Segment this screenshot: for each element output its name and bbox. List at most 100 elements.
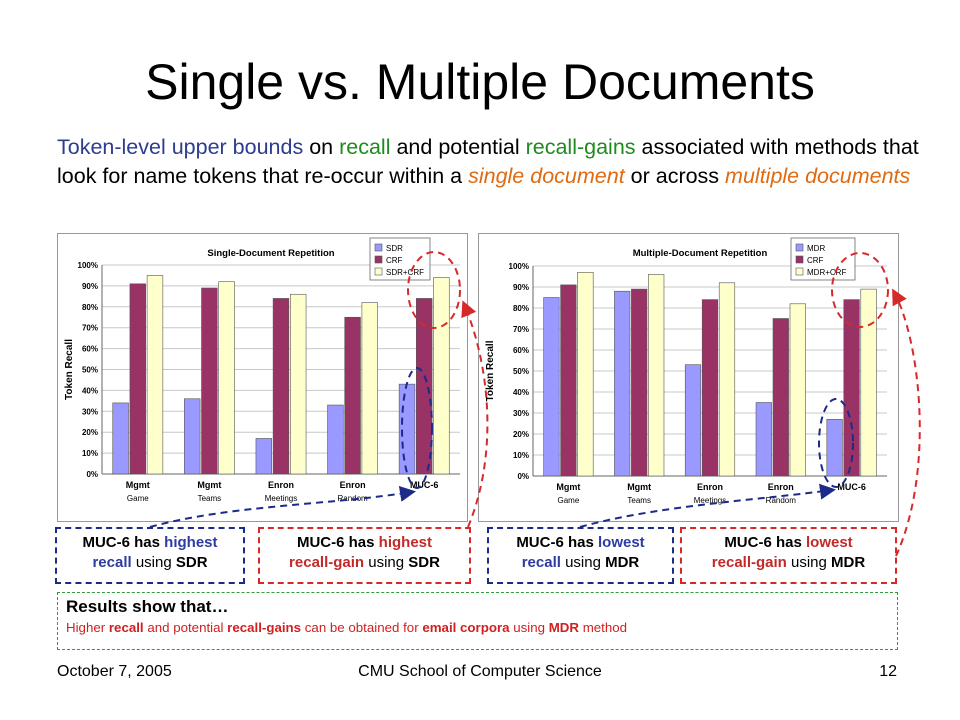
x-tick-label: Mgmt: [197, 480, 221, 490]
results-body-part: recall-gains: [227, 620, 302, 635]
arrow-mdr-crf: [892, 288, 921, 557]
x-tick-label: Enron: [768, 482, 794, 492]
y-tick-label: 60%: [82, 345, 98, 354]
callout-text: MDR: [605, 554, 640, 571]
results-body-part: can be obtained for: [301, 620, 423, 635]
bar-sdr-crf: [146, 275, 164, 475]
bar-crf: [701, 299, 719, 477]
arrow-mdr: [579, 483, 836, 528]
bar-sdr-crf: [433, 277, 450, 475]
results-body-part: method: [579, 620, 628, 635]
bar-crf: [772, 318, 789, 477]
legend-label: SDR: [386, 244, 403, 253]
legend-swatch: [374, 243, 383, 252]
bar-sdr: [327, 404, 344, 475]
callout-4: MUC-6 has lowest recall-gain using MDR: [680, 527, 897, 584]
x-tick-label-sub: Meetings: [694, 496, 726, 505]
callout-text: MUC-6 has: [724, 534, 806, 551]
callout-text: using: [131, 554, 176, 571]
bar-sdr: [112, 402, 129, 475]
footer-page-number: 12: [879, 663, 897, 680]
footer-org: CMU School of Computer Science: [358, 663, 602, 680]
footer-date: October 7, 2005: [57, 663, 172, 680]
bar-mdr: [826, 419, 843, 477]
slide-subtitle: Token-level upper bounds on recall and p…: [57, 133, 937, 191]
arrow-sdr: [149, 485, 416, 528]
legend-label: SDR+CRF: [386, 268, 424, 277]
x-tick-label-sub: Game: [558, 496, 580, 505]
subtitle-part: single document: [468, 164, 625, 188]
highlight-ellipse-sdr-crf: [407, 251, 461, 329]
y-tick-label: 40%: [82, 386, 98, 395]
results-body-part: Higher: [66, 620, 109, 635]
y-tick-label: 100%: [78, 261, 98, 270]
x-tick-label: Enron: [340, 480, 366, 490]
legend-swatch: [795, 243, 804, 252]
subtitle-part: recall-gains: [525, 135, 636, 159]
callout-text: using: [560, 554, 606, 571]
bar-mdr: [543, 297, 560, 477]
results-body-part: and potential: [143, 620, 228, 635]
results-body-part: using: [509, 620, 549, 635]
y-tick-label: 70%: [513, 325, 529, 334]
results-body: Higher recall and potential recall-gains…: [66, 618, 889, 638]
subtitle-part: on: [303, 135, 340, 159]
bar-crf: [631, 288, 648, 477]
callout-text: lowest: [806, 534, 853, 551]
x-tick-label: Enron: [697, 482, 723, 492]
callout-text: SDR: [408, 554, 440, 571]
x-tick-label: MUC-6: [837, 482, 866, 492]
single-doc-chart-svg: Single-Document Repetition 0% 10% 20% 30% 40%…: [64, 237, 460, 503]
callout-text: using: [786, 554, 832, 571]
bar-crf: [344, 316, 361, 475]
legend-swatch: [374, 267, 383, 276]
callout-text: recall-gain: [711, 554, 787, 571]
bar-crf: [843, 299, 860, 477]
legend-swatch: [374, 255, 383, 264]
subtitle-part: and potential: [390, 135, 526, 159]
y-tick-label: 80%: [513, 304, 529, 313]
y-axis-label: Token Recall: [485, 340, 496, 401]
bar-crf: [129, 283, 146, 475]
y-tick-label: 40%: [513, 388, 529, 397]
results-body-part: email corpora: [422, 620, 510, 635]
legend-swatch: [795, 267, 804, 276]
callout-text: SDR: [175, 554, 208, 571]
y-tick-label: 100%: [509, 262, 529, 271]
bar-sdr: [184, 398, 201, 475]
y-tick-label: 10%: [513, 451, 529, 460]
callout-text: lowest: [598, 534, 645, 551]
bar-sdr: [255, 438, 272, 475]
x-tick-label-sub: Game: [127, 494, 149, 503]
subtitle-part: Token-level upper bounds: [57, 135, 304, 159]
callout-text: recall: [521, 554, 561, 571]
x-tick-label-sub: Teams: [627, 496, 651, 505]
x-tick-label: MUC-6: [410, 480, 439, 490]
results-body-part: MDR: [548, 620, 580, 635]
subtitle-part: associated with methods that look for na…: [57, 135, 919, 188]
multi-doc-chart-svg: Multiple-Document Repetition 0% 10% 20% 30% 4…: [485, 237, 887, 505]
y-tick-label: 20%: [82, 428, 98, 437]
results-box: Results show that… Higher recall and pot…: [57, 592, 898, 650]
x-tick-label-sub: Teams: [198, 494, 222, 503]
subtitle-part: recall: [339, 135, 391, 159]
highlight-ellipse-mdr-crf: [831, 252, 889, 328]
y-tick-label: 20%: [513, 430, 529, 439]
bar-sdr-crf: [218, 281, 235, 475]
slide-title: Single vs. Multiple Documents: [145, 54, 815, 110]
y-tick-label: 90%: [82, 282, 98, 291]
bar-crf: [416, 298, 433, 475]
x-tick-label: Mgmt: [627, 482, 651, 492]
bar-mdr: [684, 364, 702, 477]
multi-doc-chart: Multiple-Document Repetition 0% 10% 20% 30% 4…: [478, 233, 899, 522]
legend-swatch: [795, 255, 804, 264]
callout-text: highest: [378, 534, 433, 551]
bar-sdr-crf: [290, 293, 307, 475]
highlight-ellipse-sdr: [401, 367, 433, 489]
y-tick-label: 50%: [513, 367, 529, 376]
subtitle-part: multiple documents: [725, 164, 911, 188]
y-tick-label: 0%: [517, 472, 529, 481]
results-body-part: recall: [108, 620, 144, 635]
callout-2: MUC-6 has highest recall-gain using SDR: [258, 527, 471, 584]
